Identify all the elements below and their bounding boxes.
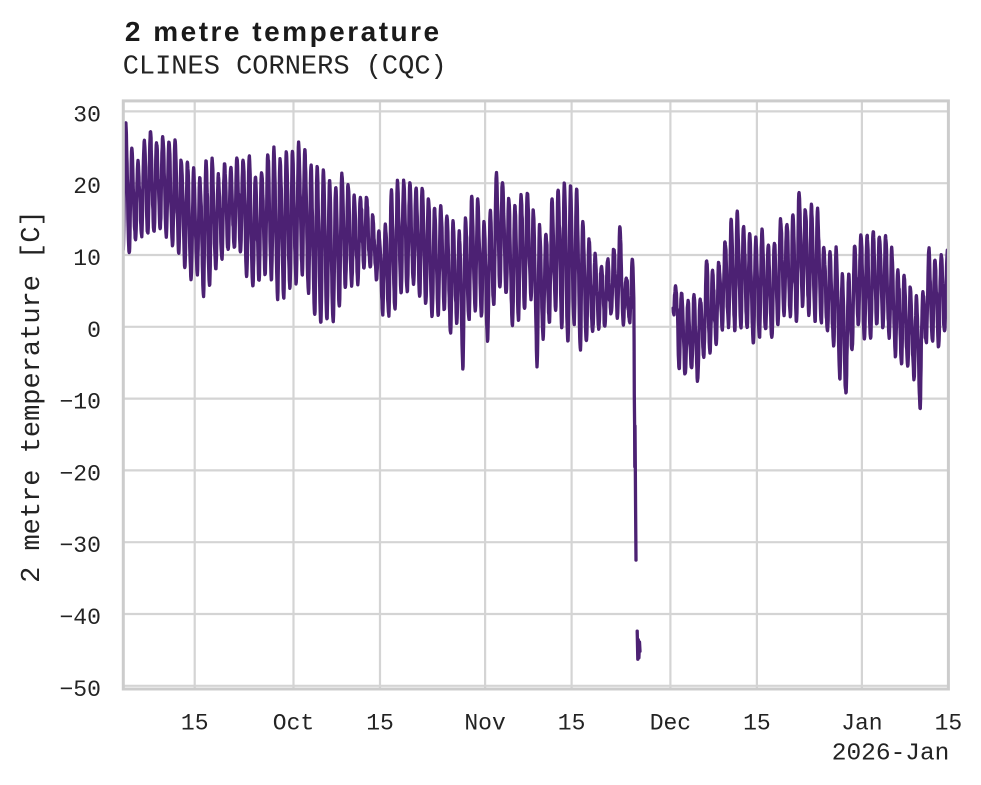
svg-text:15: 15 (558, 710, 586, 736)
svg-text:−50: −50 (59, 677, 100, 703)
svg-text:−10: −10 (59, 390, 100, 416)
svg-text:Nov: Nov (464, 710, 506, 736)
svg-text:−20: −20 (59, 461, 100, 487)
svg-text:10: 10 (73, 246, 101, 272)
svg-text:2 metre temperature: 2 metre temperature (125, 16, 442, 47)
svg-text:Dec: Dec (650, 710, 691, 736)
svg-text:20: 20 (73, 174, 101, 200)
svg-text:15: 15 (366, 710, 394, 736)
svg-text:Jan: Jan (841, 710, 882, 736)
svg-text:−40: −40 (59, 605, 100, 631)
svg-text:0: 0 (87, 318, 101, 344)
svg-text:15: 15 (935, 710, 963, 736)
svg-text:2026-Jan: 2026-Jan (832, 740, 950, 767)
svg-text:−30: −30 (59, 533, 100, 559)
svg-text:2 metre temperature [C]: 2 metre temperature [C] (18, 210, 48, 583)
svg-text:15: 15 (743, 710, 771, 736)
svg-text:15: 15 (181, 710, 209, 736)
svg-text:Oct: Oct (273, 710, 314, 736)
svg-text:CLINES CORNERS (CQC): CLINES CORNERS (CQC) (123, 53, 447, 83)
svg-text:30: 30 (73, 102, 101, 128)
